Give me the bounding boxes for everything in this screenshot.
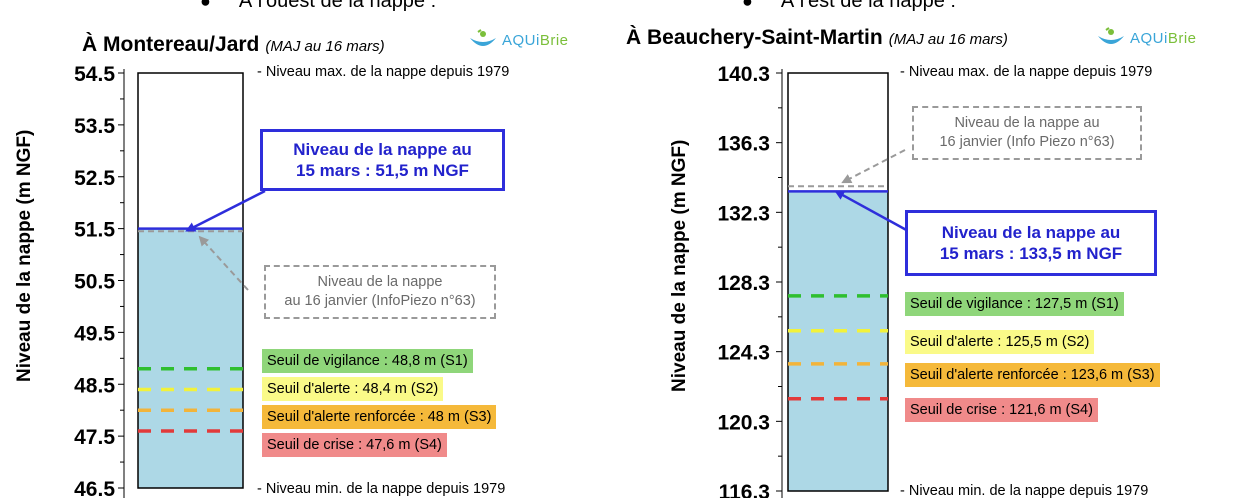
range-box-east bbox=[787, 72, 889, 492]
previous-level-callout-east: Niveau de la nappe au 16 janvier (Info P… bbox=[912, 106, 1142, 160]
aquibrie-logo-text: AQUiBrie bbox=[502, 31, 569, 49]
section-header-west-text: À l'ouest de la nappe : bbox=[238, 0, 437, 12]
min-note-east: - Niveau min. de la nappe depuis 1979 bbox=[900, 483, 1149, 499]
y-tick-label-east: 124.3 bbox=[717, 342, 770, 365]
aquibrie-logo-icon bbox=[1098, 27, 1124, 44]
current-level-arrow-west bbox=[185, 189, 266, 232]
update-note-west: (MAJ au 16 mars) bbox=[265, 38, 385, 55]
y-tick-label-east: 116.3 bbox=[719, 481, 770, 498]
aquibrie-logo-west: AQUiBrie bbox=[468, 28, 569, 52]
max-note-west: - Niveau max. de la nappe depuis 1979 bbox=[257, 64, 510, 80]
current-level-callout-line2: 15 mars : 51,5 m NGF bbox=[296, 161, 469, 180]
water-fill-west bbox=[138, 228, 243, 488]
y-tick-label-west: 50.5 bbox=[74, 271, 115, 294]
previous-level-callout-west: Niveau de la nappe au 16 janvier (InfoPi… bbox=[264, 265, 496, 319]
current-level-callout-line2: 15 mars : 133,5 m NGF bbox=[939, 244, 1123, 263]
previous-level-arrow-east bbox=[841, 149, 906, 184]
y-tick-label-east: 128.3 bbox=[717, 272, 770, 295]
aquibrie-logo-icon bbox=[470, 29, 496, 46]
section-header-east: ● À l'est de la nappe : bbox=[742, 0, 956, 13]
aquibrie-logo-east: AQUiBrie bbox=[1096, 26, 1197, 50]
bullet-icon: ● bbox=[742, 0, 753, 11]
section-header-west: ● À l'ouest de la nappe : bbox=[200, 0, 436, 13]
current-level-callout-west: Niveau de la nappe au 15 mars : 51,5 m N… bbox=[260, 129, 505, 191]
current-level-callout-line1: Niveau de la nappe au bbox=[293, 140, 472, 159]
y-tick-label-west: 47.5 bbox=[74, 426, 115, 449]
current-level-callout-line1: Niveau de la nappe au bbox=[941, 223, 1121, 242]
chart-title-west: À Montereau/Jard (MAJ au 16 mars) bbox=[82, 33, 385, 57]
y-tick-label-west: 51.5 bbox=[74, 219, 115, 242]
y-tick-label-west: 54.5 bbox=[74, 63, 115, 86]
max-note-east: - Niveau max. de la nappe depuis 1979 bbox=[900, 64, 1153, 80]
threshold-label-s4-east: Seuil de crise : 121,6 m (S4) bbox=[905, 398, 1098, 422]
y-tick-label-east: 136.3 bbox=[717, 133, 770, 156]
current-level-callout-east: Niveau de la nappe au 15 mars : 133,5 m … bbox=[905, 210, 1157, 276]
min-note-west: - Niveau min. de la nappe depuis 1979 bbox=[257, 481, 506, 497]
threshold-label-s1-east: Seuil de vigilance : 127,5 m (S1) bbox=[905, 292, 1124, 316]
y-tick-label-west: 46.5 bbox=[74, 478, 115, 498]
chart-title-east: À Beauchery-Saint-Martin (MAJ au 16 mars) bbox=[626, 26, 1008, 50]
current-level-arrow-east bbox=[834, 190, 911, 234]
threshold-label-s2-east: Seuil d'alerte : 125,5 m (S2) bbox=[905, 330, 1095, 354]
y-tick-label-west: 48.5 bbox=[74, 374, 115, 397]
previous-level-callout-line1: Niveau de la nappe bbox=[317, 274, 443, 290]
threshold-label-s1-west: Seuil de vigilance : 48,8 m (S1) bbox=[262, 349, 473, 373]
y-tick-label-west: 49.5 bbox=[74, 322, 115, 345]
range-box-west bbox=[137, 72, 244, 489]
bullet-icon: ● bbox=[200, 0, 211, 11]
aquibrie-logo-text: AQUiBrie bbox=[1130, 29, 1197, 47]
chart-title-west-text: À Montereau/Jard bbox=[82, 33, 260, 56]
threshold-label-s2-west: Seuil d'alerte : 48,4 m (S2) bbox=[262, 377, 444, 401]
section-header-east-text: À l'est de la nappe : bbox=[780, 0, 956, 12]
threshold-label-s4-west: Seuil de crise : 47,6 m (S4) bbox=[262, 433, 447, 457]
update-note-east: (MAJ au 16 mars) bbox=[888, 31, 1008, 48]
previous-level-callout-line1: Niveau de la nappe au bbox=[954, 115, 1100, 131]
previous-level-callout-line2: au 16 janvier (InfoPiezo n°63) bbox=[284, 293, 476, 309]
previous-level-arrow-west bbox=[198, 235, 249, 291]
y-tick-label-east: 140.3 bbox=[717, 63, 770, 86]
y-tick-label-east: 120.3 bbox=[717, 411, 770, 434]
water-fill-east bbox=[788, 191, 888, 491]
chart-title-east-text: À Beauchery-Saint-Martin bbox=[626, 26, 883, 49]
y-tick-label-east: 132.3 bbox=[717, 202, 770, 225]
previous-level-callout-line2: 16 janvier (Info Piezo n°63) bbox=[939, 134, 1115, 150]
threshold-label-s3-west: Seuil d'alerte renforcée : 48 m (S3) bbox=[262, 405, 497, 429]
threshold-label-s3-east: Seuil d'alerte renforcée : 123,6 m (S3) bbox=[905, 363, 1160, 387]
y-tick-label-west: 53.5 bbox=[74, 115, 115, 138]
y-tick-label-west: 52.5 bbox=[74, 167, 115, 190]
